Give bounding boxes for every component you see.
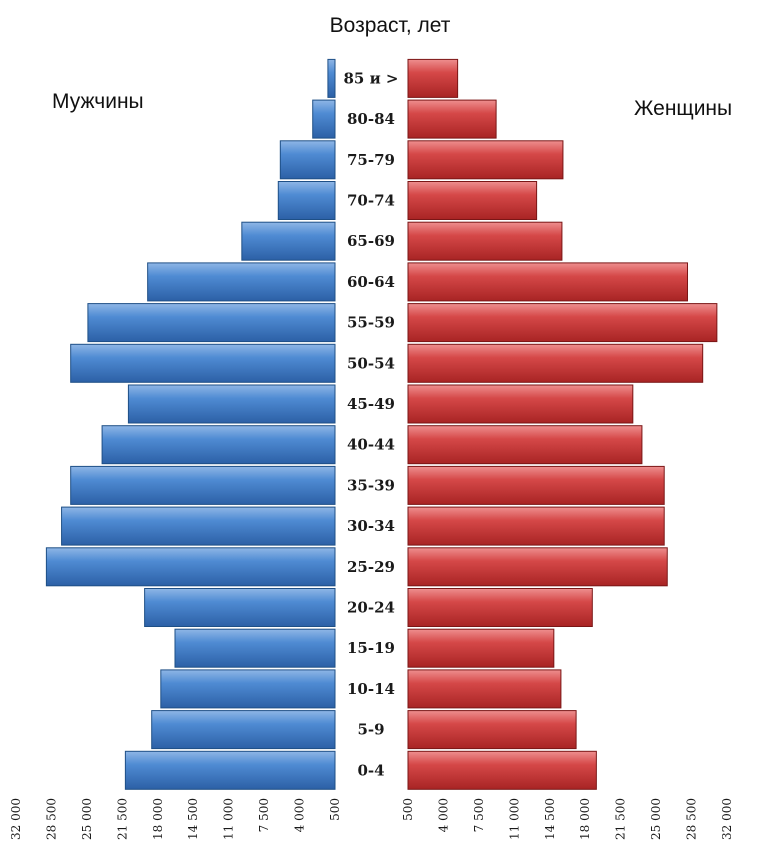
male-bar [45,547,336,587]
female-bar [407,588,593,627]
male-bar [101,425,336,465]
age-group-label: 85 и > [343,69,398,87]
female-bar [407,221,563,261]
male-axis-ticks: 32 000 28 500 25 000 21 500 18 000 14 500 11 0… [9,798,342,840]
male-bar [312,99,336,139]
female-bar [407,669,562,709]
male-bar [61,506,336,546]
axis-tick-label: 28 500 [685,798,699,840]
age-group-label: 0-4 [357,761,384,779]
male-bar [147,262,336,302]
axis-tick-label: 14 500 [543,798,557,840]
female-bar [407,181,538,220]
age-group-label: 80-84 [347,110,395,128]
age-group-label: 25-29 [347,558,395,576]
female-bar [407,506,665,546]
axis-tick-label: 7 500 [257,798,271,832]
axis-tick-label: 7 500 [472,798,486,832]
female-axis-ticks: 500 4 000 7 500 11 000 14 500 18 000 21 500 25 … [401,798,734,840]
axis-tick-label: 11 000 [222,798,236,840]
axis-tick-label: 11 000 [507,798,521,840]
female-bar [407,99,497,139]
male-bar [124,750,336,790]
female-bar [407,628,555,668]
age-group-label: 20-24 [347,599,395,617]
legend-male-label: Мужчины [52,90,144,113]
female-bar [407,710,577,750]
age-group-label: 40-44 [347,436,395,454]
axis-tick-label: 18 000 [578,798,592,840]
male-bar [70,343,336,383]
axis-tick-label: 4 000 [436,798,450,832]
axis-tick-label: 4 000 [293,798,307,832]
male-bar [70,465,336,505]
female-bar [407,58,459,98]
female-bar [407,750,597,790]
female-bar [407,425,643,465]
male-bar [279,140,336,180]
male-bar [174,628,336,668]
age-group-labels: 0-4 5-9 10-14 15-19 20-24 25-29 30-34 35-39 40-4… [343,69,398,779]
age-group-label: 30-34 [347,517,395,535]
chart-title: Возраст, лет [330,14,451,37]
male-bar [87,303,336,343]
age-group-label: 55-59 [347,314,395,332]
female-bar [407,547,668,587]
age-group-label: 35-39 [347,476,395,494]
age-group-label: 75-79 [347,151,395,169]
male-bar [277,181,336,220]
male-bar [241,221,336,261]
age-group-label: 60-64 [347,273,395,291]
axis-tick-label: 500 [401,798,415,821]
male-bars [45,58,336,790]
axis-tick-label: 25 000 [80,798,94,840]
age-group-label: 5-9 [357,721,384,739]
female-bar [407,140,564,180]
male-bar [127,384,336,424]
male-bar [160,669,336,709]
axis-tick-label: 500 [328,798,342,821]
age-group-label: 70-74 [347,192,395,210]
legend-female-label: Женщины [634,97,732,120]
male-bar [144,588,336,627]
axis-tick-label: 21 500 [614,798,628,840]
male-bar [327,58,336,98]
axis-tick-label: 32 000 [9,798,23,840]
male-bar [151,710,336,750]
axis-tick-label: 28 500 [44,798,58,840]
age-group-label: 65-69 [347,232,395,250]
age-group-label: 15-19 [347,639,395,657]
axis-tick-label: 25 000 [649,798,663,840]
axis-tick-label: 18 000 [151,798,165,840]
female-bar [407,262,689,302]
axis-tick-label: 21 500 [115,798,129,840]
female-bar [407,303,718,343]
axis-tick-label: 14 500 [186,798,200,840]
age-group-label: 10-14 [347,680,395,698]
axis-tick-label: 32 000 [720,798,734,840]
female-bar [407,343,704,383]
female-bar [407,384,634,424]
female-bar [407,465,665,505]
female-bars [407,58,718,790]
age-group-label: 45-49 [347,395,395,413]
age-group-label: 50-54 [347,354,395,372]
